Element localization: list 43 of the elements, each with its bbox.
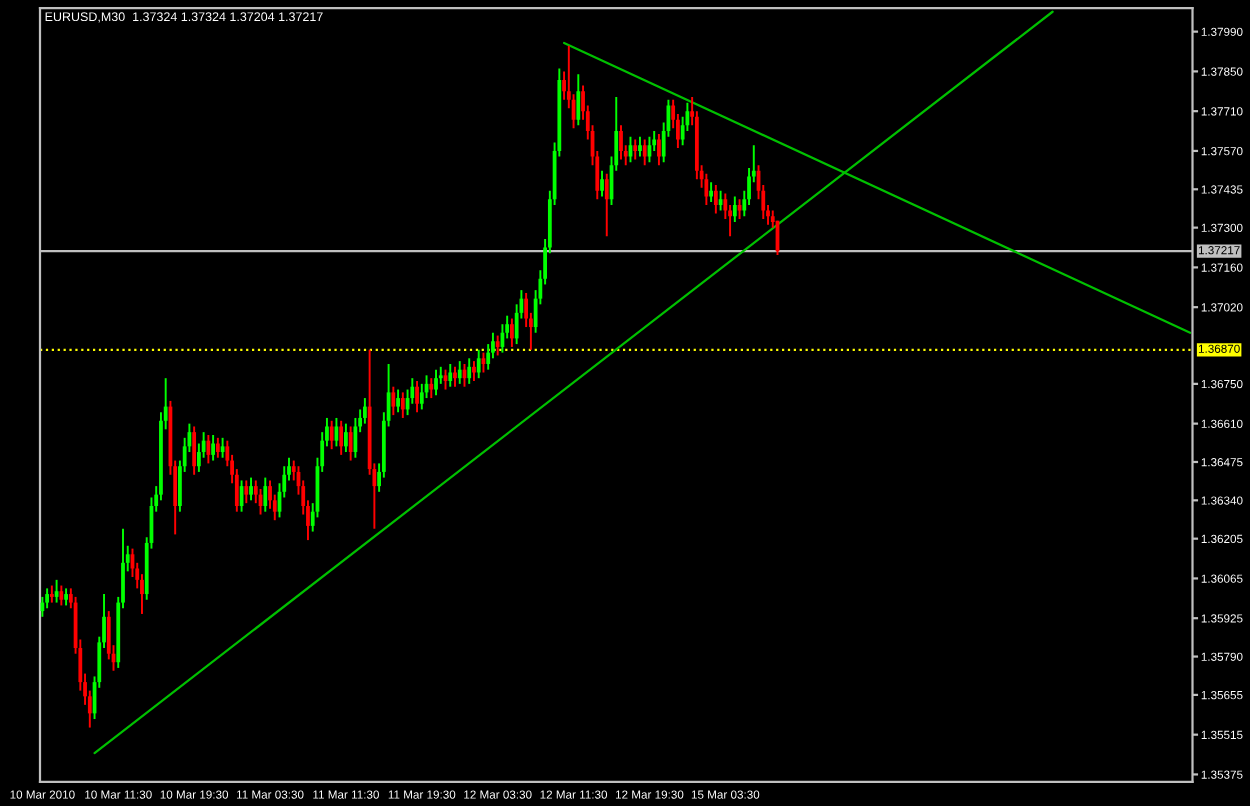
candlestick <box>604 172 609 238</box>
candlestick <box>362 397 367 425</box>
candlestick <box>244 479 249 505</box>
candlestick <box>339 419 344 456</box>
candlestick <box>263 476 268 513</box>
candlestick <box>396 388 400 414</box>
candlestick <box>619 124 623 161</box>
candlestick <box>348 425 353 462</box>
candlestick <box>434 368 438 397</box>
candlestick <box>495 334 500 357</box>
candlestick <box>713 184 718 215</box>
candlestick <box>476 348 481 380</box>
candlestick <box>419 382 424 411</box>
candlestick <box>211 434 216 462</box>
candlestick <box>642 138 647 167</box>
candlestick <box>732 195 737 223</box>
candlestick <box>415 380 419 414</box>
candlestick <box>657 132 661 167</box>
candlestick <box>249 476 253 502</box>
candlestick <box>600 169 604 198</box>
candlestick <box>59 584 64 607</box>
candlestick <box>45 587 50 610</box>
candlestick <box>344 422 348 453</box>
candlestick <box>40 595 45 618</box>
candlestick <box>391 385 396 417</box>
candlestick <box>429 377 434 400</box>
candlestick <box>353 416 358 459</box>
candlestick <box>192 425 197 476</box>
candlestick <box>472 360 476 382</box>
candlestick <box>206 434 211 465</box>
candlestick <box>576 73 581 127</box>
candlestick <box>215 436 220 459</box>
candlestick <box>510 317 514 348</box>
candlestick <box>633 138 638 161</box>
candlestick <box>704 172 709 206</box>
candlestick <box>638 135 642 158</box>
candlestick <box>467 357 472 385</box>
candlestick <box>709 181 713 204</box>
candlestick <box>329 419 334 451</box>
candlestick <box>457 360 462 385</box>
candlestick <box>448 363 453 388</box>
candlestick <box>400 391 405 419</box>
candlestick <box>453 365 457 388</box>
